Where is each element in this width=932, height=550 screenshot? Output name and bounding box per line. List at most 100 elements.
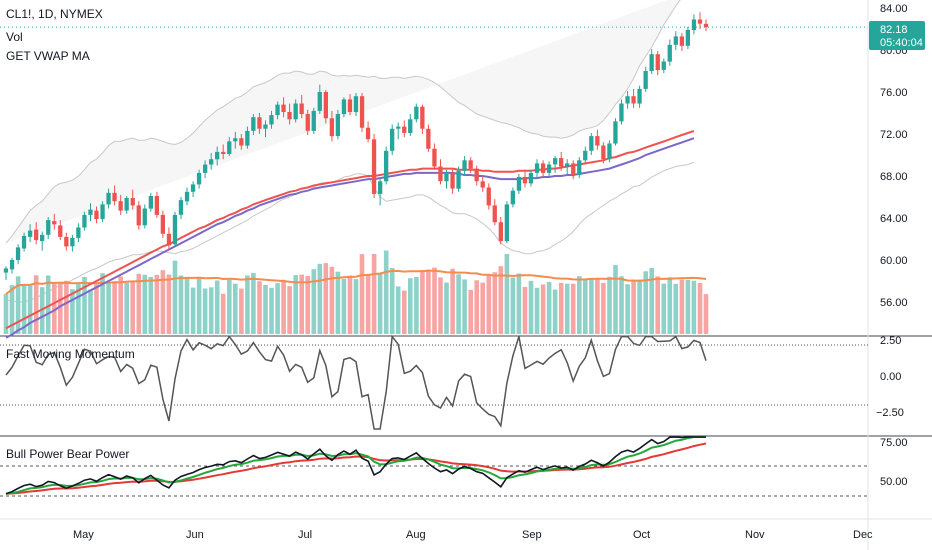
band-fill [6,0,681,244]
candle-body [76,227,81,238]
volume-bar [178,275,184,334]
candle-body [571,163,576,175]
time-axis[interactable]: May Jun Jul Aug Sep Oct Nov Dec [73,529,873,541]
candle-body [94,210,99,219]
volume-bar [462,279,467,334]
candle-body [281,104,286,112]
candle [577,157,582,179]
candle [275,101,280,120]
candle-body [209,159,214,165]
candle-body [305,114,310,131]
candle-body [106,192,111,205]
candle [136,201,141,230]
volume-bar [534,287,540,334]
volume-bar [371,254,377,334]
candle [184,187,190,206]
candle-body [203,164,208,173]
volume-bar [474,280,479,334]
candle [601,142,606,164]
volume-bar [233,283,238,334]
bullbear-legend[interactable]: Bull Power Bear Power [6,447,129,461]
volume-bar [106,283,111,334]
candle [631,88,636,108]
candle [46,217,51,239]
candle-body [353,96,359,112]
volume-bar [601,282,606,334]
candle-body [233,138,238,142]
candle [130,189,135,210]
candle [589,133,594,155]
candle-body [553,158,558,165]
candle-body [703,23,709,28]
volume-bar [389,268,395,334]
bullbear-tick: 75.00 [880,437,908,449]
volume-bar [239,288,244,334]
momentum-tick: −2.50 [876,407,904,419]
candle [402,120,407,138]
candle [100,201,105,223]
candle-body [263,124,268,129]
candle [492,199,497,226]
volume-bar [88,289,93,334]
candle-body [589,136,594,151]
candle [359,93,365,132]
volume-bar [589,278,594,334]
candle [239,134,244,150]
vwap-legend[interactable]: GET VWAP MA [6,49,90,63]
volume-bar [148,277,154,334]
candle-body [516,177,522,191]
volume-bar [21,284,27,334]
volume-bar [27,284,33,334]
candle [516,173,522,194]
current-price-badge: 82.18 05:40:04 [869,21,925,50]
candle [540,160,546,177]
candle-body [384,150,389,182]
candle [76,223,81,243]
volume-bar [383,250,389,334]
candle [625,91,630,109]
candle [414,103,419,123]
candle-body [601,145,606,160]
volume-bar [70,289,75,334]
candle [329,110,334,142]
candle [655,51,660,76]
volume-bar [130,280,135,334]
bar-countdown: 05:40:04 [880,37,923,49]
momentum-legend[interactable]: Fast Moving Momentum [6,347,135,361]
candle [317,84,322,114]
candle-body [432,148,437,167]
candle [661,58,666,74]
candle-body [52,221,57,225]
candle-body [124,198,129,211]
candle-body [341,99,347,115]
candle [3,266,9,280]
candle-body [402,126,407,133]
candle-body [46,220,51,235]
volume-bar [577,276,582,334]
momentum-axis[interactable]: 2.50 0.00 −2.50 [876,335,904,419]
volume-bar [257,281,262,334]
symbol-legend[interactable]: CL1!, 1D, NYMEX [6,7,103,21]
candle-body [70,237,75,247]
candle [323,89,328,124]
candle [571,160,576,180]
candle-body [462,160,467,171]
volume-bar [583,278,588,334]
volume-bar [82,277,87,334]
candlesticks [0,12,868,280]
volume-bar [251,272,256,334]
volume-bar [323,263,329,334]
volume-bar [58,282,63,334]
volume-legend[interactable]: Vol [6,30,23,44]
candle-body [619,103,624,122]
candle [172,211,178,248]
bullbear-axis[interactable]: 75.00 50.00 [880,437,908,488]
volume-bars [3,250,709,334]
volume-bar [564,283,570,334]
volume-bar [438,277,443,334]
candle [257,113,262,134]
candle-body [184,191,190,202]
volume-bar [263,285,268,334]
candle [697,12,703,29]
